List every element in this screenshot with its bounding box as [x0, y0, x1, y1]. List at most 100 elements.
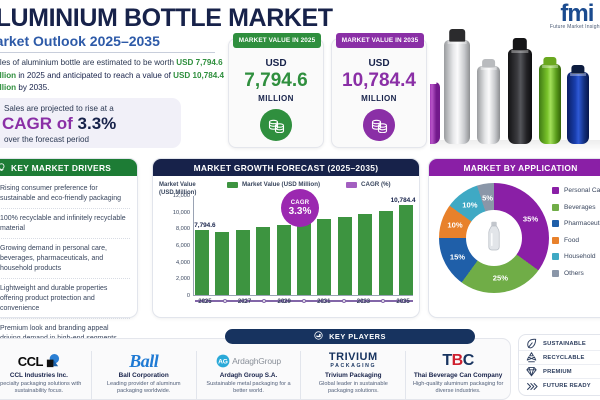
market-value-2025-ribbon: MARKET VALUE IN 2025: [233, 33, 321, 48]
donut-slice-label: 5%: [482, 193, 494, 202]
fmi-logo-tagline: Future Market Insights: [549, 24, 600, 30]
chart-bar: [337, 216, 352, 295]
legend-swatch-purple: [346, 181, 358, 188]
chart-y-axis: [193, 196, 194, 296]
bottle-cap: [449, 29, 465, 42]
lede-value-2035: USD 10,784.4 million: [0, 70, 224, 93]
chart-bar: [296, 222, 311, 295]
chevrons-icon: [525, 380, 538, 393]
bottle-blue: [567, 65, 589, 144]
chart-bar: [378, 210, 393, 295]
legend-item-market-value: Market Value (USD Million): [227, 181, 320, 188]
legend-label: Food: [564, 236, 580, 244]
market-value-2025-currency: USD: [265, 58, 287, 69]
key-player-ball: Ball Ball Corporation Leading provider o…: [92, 351, 197, 399]
chart-y-tick: 2,000: [176, 276, 190, 283]
bottle-ring: [570, 73, 586, 76]
legend-item: Pharmaceuticals: [552, 220, 600, 227]
legend-item-cagr: CAGR (%): [346, 181, 391, 188]
market-growth-forecast-panel: MARKET GROWTH FORECAST (2025–2035) Marke…: [152, 158, 420, 318]
market-value-card-2035: MARKET VALUE IN 2035 USD 10,784.4 MILLIO…: [331, 33, 427, 148]
chart-x-tick: 2025: [198, 299, 212, 305]
feature-label: PREMIUM: [543, 368, 572, 375]
chart-x-ticks: 2025 2027 2029 2031 2033 2035: [195, 299, 413, 309]
chart-heading-bar: MARKET GROWTH FORECAST (2025–2035): [153, 159, 419, 176]
legend-item: Personal Care: [552, 187, 600, 194]
donut-slice-label: 15%: [449, 252, 466, 262]
legend-label-cagr: CAGR (%): [361, 181, 391, 188]
ardagh-logo: AG ArdaghGroup: [216, 354, 281, 368]
chart-cagr-bubble-label: CAGR: [290, 199, 310, 206]
key-players-panel: KEY PLAYERS CCL CCL Industries Inc. Spec…: [0, 329, 511, 400]
chart-legend: Market Value (USD Million) CAGR (%): [227, 181, 391, 188]
legend-item: Beverages: [552, 203, 600, 211]
title-divider: [0, 52, 215, 53]
lede-value-2025: USD 7,794.6 million: [0, 58, 223, 80]
key-players-badge: KEY PLAYERS: [225, 329, 475, 344]
chart-y-tick: 8,000: [176, 226, 190, 233]
market-value-2025-amount: 7,794.6: [244, 70, 308, 91]
feature-label: FUTURE READY: [543, 383, 591, 389]
cagr-footer-text: over the forecast period: [4, 135, 90, 144]
cagr-point: [341, 298, 346, 303]
key-player-ccl: CCL CCL Industries Inc. Specialty packag…: [0, 351, 92, 399]
driver-item: Growing demand in personal care, beverag…: [0, 239, 130, 279]
lede-line-3: by 2035.: [16, 83, 50, 93]
legend-swatch: [552, 253, 559, 260]
cagr-point: [321, 298, 326, 303]
key-player-name: Ardagh Group S.A.: [219, 372, 278, 379]
bottle-ring: [542, 65, 558, 68]
ball-logo: Ball: [129, 350, 159, 371]
chart-bar: [398, 205, 413, 295]
bottle-cap: [481, 59, 496, 68]
cagr-point: [202, 298, 207, 303]
bottle-silver-large: [444, 29, 470, 144]
coins-icon: [260, 109, 292, 141]
feature-label: SUSTAINABLE: [543, 340, 586, 347]
application-donut-chart: 35% 25% 15% 10% 10% 5%: [439, 183, 549, 293]
bottle-silver-small: [477, 59, 500, 144]
feature-label: RECYCLABLE: [543, 354, 585, 361]
legend-label: Household: [564, 253, 596, 260]
lede-paragraph: Sales of aluminium bottle are estimated …: [0, 57, 230, 95]
key-player-name: Thai Beverage Can Company: [413, 372, 503, 379]
fmi-logo-mark: fmi: [560, 0, 594, 27]
donut-center: [468, 212, 520, 264]
cagr-point: [361, 298, 366, 303]
cagr-point: [242, 298, 247, 303]
coins-icon: [363, 109, 395, 141]
leaf-icon: [525, 337, 538, 350]
cagr-headline: CAGR of 3.3%: [2, 114, 116, 134]
legend-label: Others: [564, 269, 584, 277]
legend-swatch: [552, 187, 559, 194]
chart-cagr-bubble: CAGR 3.3%: [281, 189, 319, 227]
lightbulb-icon: [0, 163, 6, 174]
chart-bar: [276, 224, 291, 295]
feature-premium: PREMIUM: [519, 365, 600, 379]
key-player-ardagh: AG ArdaghGroup Ardagh Group S.A. Sustain…: [197, 351, 302, 399]
chart-bar: [317, 219, 332, 295]
donut-slice-label: 10%: [462, 200, 478, 210]
legend-swatch: [552, 269, 559, 277]
feature-recyclable: RECYCLABLE: [519, 351, 600, 365]
driver-item: Rising consumer preference for sustainab…: [0, 179, 130, 209]
legend-swatch-green: [227, 181, 238, 188]
drivers-list: Rising consumer preference for sustainab…: [0, 179, 137, 348]
hero-section: ALUMINIUM BOTTLE MARKET Market Outlook 2…: [0, 0, 600, 155]
legend-swatch: [552, 203, 559, 211]
legend-label: Pharmaceuticals: [564, 220, 600, 227]
chart-x-tick: 2033: [356, 299, 371, 305]
bottle-black: [508, 38, 532, 144]
key-player-name: CCL Industries Inc.: [9, 372, 68, 379]
legend-item: Others: [552, 269, 600, 277]
chart-y-tick: 0: [186, 293, 190, 299]
key-player-desc: High-quality aluminum packaging for dive…: [412, 381, 504, 394]
application-legend: Personal Care Beverages Pharmaceuticals Foo…: [552, 187, 600, 286]
key-market-drivers-panel: KEY MARKET DRIVERS Rising consumer prefe…: [0, 158, 138, 342]
chart-bar: [195, 230, 209, 295]
cagr-point: [401, 298, 406, 303]
bottle-cap: [512, 38, 528, 51]
driver-item: 100% recyclable and infinitely recyclabl…: [0, 209, 130, 239]
key-player-name: Ball Corporation: [118, 372, 169, 379]
